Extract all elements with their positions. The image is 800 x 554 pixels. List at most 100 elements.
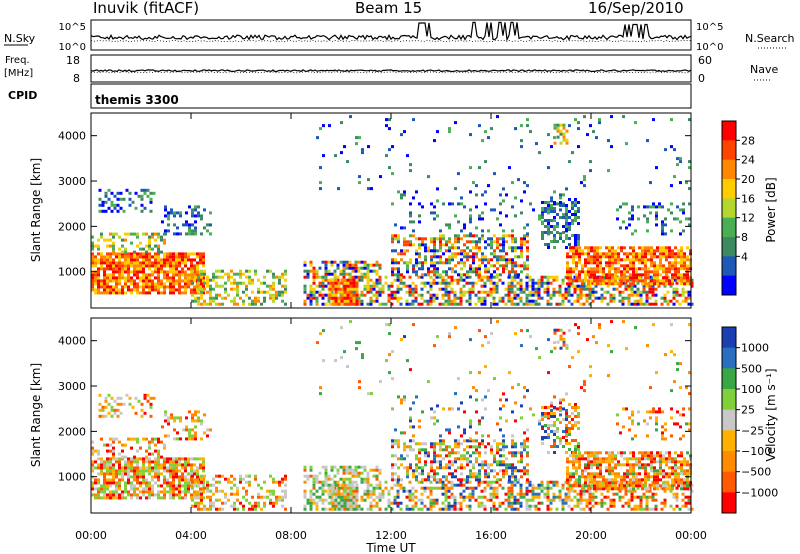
power-cell (98, 188, 102, 192)
power-cell (215, 302, 218, 306)
power-cell (627, 302, 631, 306)
power-cell (142, 261, 145, 265)
power-cell (586, 133, 589, 137)
power-cell (644, 270, 647, 274)
power-cell (635, 279, 638, 283)
power-cell (351, 266, 355, 270)
power-cell (585, 296, 589, 300)
velocity-cell (453, 498, 457, 502)
power-cell (97, 247, 100, 251)
power-cell (472, 270, 475, 274)
power-cell (281, 275, 284, 279)
velocity-cell (172, 460, 175, 464)
power-cell (511, 246, 514, 250)
velocity-cell (402, 486, 406, 490)
power-cell (157, 255, 160, 259)
velocity-cell (161, 425, 164, 429)
power-cell (540, 284, 544, 288)
power-cell (303, 290, 307, 294)
power-cell (224, 296, 227, 300)
power-cell (167, 217, 170, 221)
power-cell (366, 278, 370, 282)
power-cell (514, 261, 517, 265)
velocity-cell (412, 472, 415, 476)
velocity-cell (508, 466, 511, 470)
velocity-cell (355, 489, 359, 493)
power-cell (681, 290, 685, 294)
power-cell (469, 190, 472, 194)
power-cell (227, 278, 230, 282)
velocity-cell (454, 439, 457, 443)
velocity-cell (94, 466, 97, 470)
power-cell (118, 270, 121, 274)
velocity-cell (393, 498, 397, 502)
velocity-cell (553, 412, 556, 415)
power-cell (641, 273, 644, 277)
velocity-cell (478, 472, 481, 476)
power-cell (577, 210, 580, 213)
power-cell (124, 252, 127, 256)
power-cell (239, 296, 242, 300)
power-cell (644, 282, 647, 286)
velocity-cell (188, 434, 191, 438)
power-cell (139, 279, 142, 283)
velocity-cell (402, 489, 406, 493)
power-cell (635, 255, 638, 259)
power-cell (534, 293, 538, 297)
power-cell (169, 282, 172, 286)
power-cell (439, 240, 442, 244)
velocity-cell (127, 493, 130, 497)
velocity-cell (181, 484, 184, 488)
velocity-cell (91, 481, 94, 485)
velocity-cell (98, 402, 102, 406)
power-cell (463, 252, 466, 256)
power-cell (396, 287, 400, 291)
power-cell (394, 234, 397, 238)
velocity-cell (112, 449, 115, 453)
velocity-cell (343, 495, 347, 499)
power-cell (303, 299, 307, 303)
velocity-cell (457, 478, 460, 482)
power-cell (411, 299, 415, 303)
power-cell (176, 211, 179, 215)
power-cell (614, 249, 617, 253)
velocity-cell (400, 463, 403, 467)
power-cell (628, 211, 631, 215)
power-cell (230, 275, 233, 279)
power-cell (531, 281, 535, 285)
power-cell (572, 267, 575, 271)
power-cell (642, 284, 646, 288)
velocity-cell (489, 483, 493, 487)
velocity-cell (352, 504, 356, 508)
power-cell (441, 287, 445, 291)
power-cell (337, 284, 341, 288)
velocity-cell (478, 478, 481, 482)
power-cell (436, 273, 439, 277)
power-cell (161, 220, 164, 224)
power-cell (579, 293, 583, 297)
velocity-cell (627, 498, 631, 502)
velocity-cell (97, 463, 100, 467)
velocity-cell (406, 466, 409, 470)
power-cell (631, 214, 634, 218)
power-cell (671, 261, 674, 265)
velocity-cell (481, 463, 484, 467)
velocity-cell (477, 501, 481, 505)
velocity-cell (136, 478, 139, 482)
power-cell (154, 267, 157, 271)
power-cell (466, 246, 469, 250)
power-cell (475, 205, 478, 209)
velocity-cell (196, 469, 199, 473)
velocity-cell (97, 490, 100, 494)
power-cell (142, 264, 145, 268)
power-cell (559, 129, 563, 133)
power-cell (681, 299, 685, 303)
power-cell (668, 246, 671, 250)
power-cell (139, 252, 142, 256)
velocity-cell (328, 489, 332, 493)
power-cell (160, 291, 163, 295)
power-cell (154, 288, 157, 292)
power-cell (139, 247, 142, 251)
velocity-cell (202, 460, 205, 464)
